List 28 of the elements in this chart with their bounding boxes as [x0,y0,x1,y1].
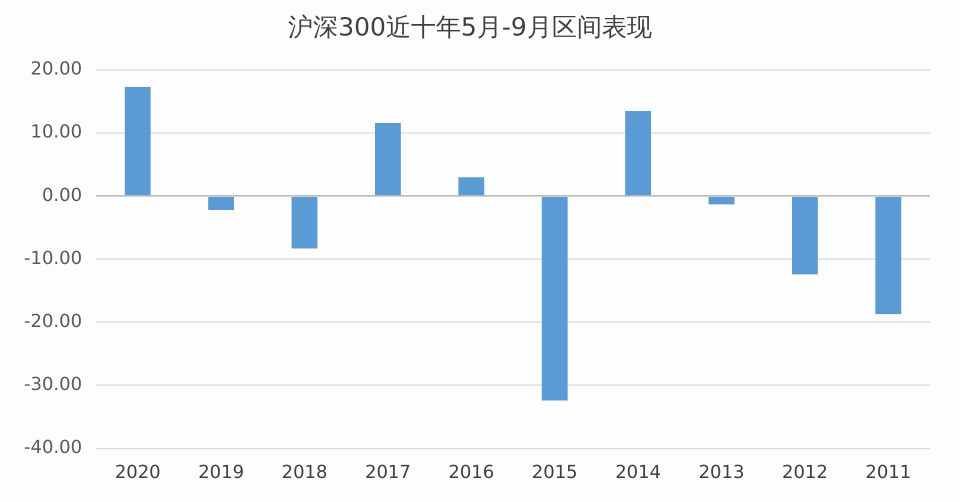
y-tick-label: -30.00 [24,374,82,396]
y-tick-label: 20.00 [30,58,82,80]
x-tick-label: 2014 [615,462,662,483]
y-tick-label: 10.00 [30,122,82,143]
bar [708,197,734,204]
bar [374,122,401,196]
x-tick-label: 2015 [532,462,578,483]
x-tick-label: 2012 [782,462,828,483]
bar [792,197,818,274]
y-tick-label: 0.00 [42,184,82,206]
bar [124,87,151,196]
bar [292,197,318,248]
chart-title: 沪深300近十年5月-9月区间表现 [288,12,652,42]
y-tick-label: -10.00 [24,248,82,269]
bar [542,197,568,400]
y-tick-label: -40.00 [24,437,82,458]
y-tick-label: -20.00 [24,310,82,332]
x-tick-label: 2011 [865,462,912,483]
bar [625,110,652,196]
x-tick-label: 2017 [365,462,411,483]
x-tick-label: 2018 [282,462,328,483]
x-tick-label: 2020 [114,462,161,483]
bar [458,177,484,196]
x-tick-label: 2019 [198,462,244,483]
bar [875,197,902,314]
bar [208,197,234,210]
x-tick-label: 2016 [448,462,494,483]
x-tick-label: 2013 [698,462,744,483]
